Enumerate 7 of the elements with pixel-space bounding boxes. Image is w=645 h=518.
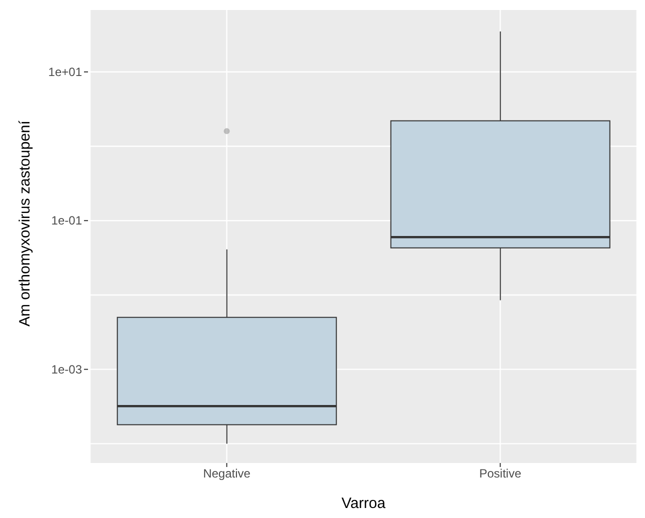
y-axis-title: Am orthomyxovirus zastoupení — [16, 120, 34, 326]
y-tick-label: 1e-01 — [51, 214, 82, 228]
y-tick-label: 1e-03 — [51, 362, 82, 376]
x-tick-label: Positive — [479, 466, 522, 481]
y-tick-label: 1e+01 — [48, 64, 82, 79]
x-axis-title: Varroa — [342, 495, 386, 512]
x-tick-label: Negative — [203, 466, 251, 481]
